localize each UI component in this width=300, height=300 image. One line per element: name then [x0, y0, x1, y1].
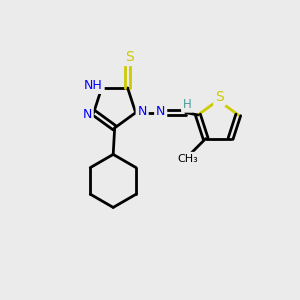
Text: N: N — [82, 108, 92, 121]
Text: S: S — [215, 90, 224, 104]
Text: CH₃: CH₃ — [178, 154, 199, 164]
Text: S: S — [125, 50, 134, 64]
Text: N: N — [137, 105, 147, 118]
Text: NH: NH — [84, 79, 103, 92]
Text: H: H — [183, 98, 192, 111]
Text: N: N — [156, 105, 165, 118]
